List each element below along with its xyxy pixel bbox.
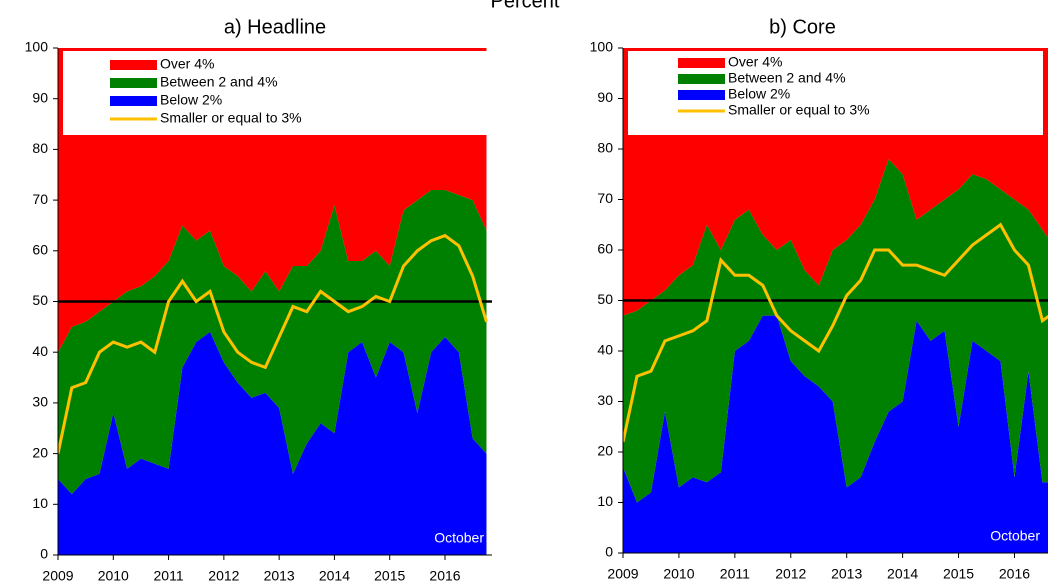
y-tick-label: 60 <box>32 242 48 258</box>
legend-label: Over 4% <box>160 56 214 72</box>
legend-label: Between 2 and 4% <box>160 74 278 90</box>
y-tick-label: 80 <box>32 140 48 156</box>
chart-title: b) Core <box>769 16 836 38</box>
y-tick-label: 40 <box>597 342 613 358</box>
legend-label: Below 2% <box>728 86 790 102</box>
x-tick-label: 2014 <box>887 566 918 581</box>
x-tick-label: 2009 <box>42 568 73 581</box>
y-tick-label: 70 <box>32 191 48 207</box>
x-tick-label: 2013 <box>831 566 862 581</box>
legend-swatch <box>678 74 725 84</box>
y-tick-label: 90 <box>597 89 613 105</box>
y-tick-label: 70 <box>597 190 613 206</box>
area <box>623 159 1048 503</box>
page-title: Percent <box>491 0 560 12</box>
x-tick-label: 2016 <box>999 566 1030 581</box>
area <box>58 189 487 495</box>
y-tick-label: 20 <box>597 443 613 459</box>
y-tick-label: 80 <box>597 140 613 156</box>
legend-label: Below 2% <box>160 92 222 108</box>
annotation: October <box>990 528 1040 544</box>
x-tick-label: 2011 <box>720 566 750 581</box>
line <box>58 233 488 454</box>
x-tick-label: 2015 <box>943 566 974 581</box>
y-tick-label: 100 <box>590 39 614 55</box>
y-tick-label: 50 <box>32 292 48 308</box>
x-tick-label: 2012 <box>775 566 806 581</box>
y-tick-label: 20 <box>32 444 48 460</box>
y-tick-label: 40 <box>32 343 48 359</box>
chart-title: a) Headline <box>224 16 326 38</box>
x-tick-label: 2016 <box>429 568 460 581</box>
y-tick-label: 0 <box>605 544 613 560</box>
x-tick-label: 2010 <box>663 566 694 581</box>
y-tick-label: 30 <box>597 392 613 408</box>
y-tick-label: 90 <box>32 89 48 105</box>
annotation: October <box>434 530 484 546</box>
area <box>58 331 487 555</box>
legend-swatch <box>110 60 157 70</box>
legend-label: Between 2 and 4% <box>728 70 846 86</box>
legend-swatch <box>110 78 157 88</box>
y-tick-label: 50 <box>597 291 613 307</box>
x-tick-label: 2011 <box>154 568 184 581</box>
x-tick-label: 2015 <box>374 568 405 581</box>
line <box>623 222 1048 443</box>
x-tick-label: 2014 <box>319 568 350 581</box>
y-tick-label: 30 <box>32 394 48 410</box>
x-tick-label: 2013 <box>264 568 295 581</box>
x-tick-label: 2010 <box>98 568 129 581</box>
y-tick-label: 100 <box>25 39 49 55</box>
legend-swatch <box>110 96 157 106</box>
legend-swatch <box>678 90 725 100</box>
y-tick-label: 10 <box>32 495 48 511</box>
y-tick-label: 0 <box>40 546 48 562</box>
legend-label: Smaller or equal to 3% <box>160 110 302 126</box>
y-tick-label: 10 <box>597 493 613 509</box>
y-tick-label: 60 <box>597 241 613 257</box>
legend-swatch <box>678 58 725 68</box>
area <box>623 315 1048 553</box>
legend-label: Over 4% <box>728 54 782 70</box>
x-tick-label: 2012 <box>208 568 239 581</box>
legend-label: Smaller or equal to 3% <box>728 102 870 118</box>
x-tick-label: 2009 <box>607 566 638 581</box>
